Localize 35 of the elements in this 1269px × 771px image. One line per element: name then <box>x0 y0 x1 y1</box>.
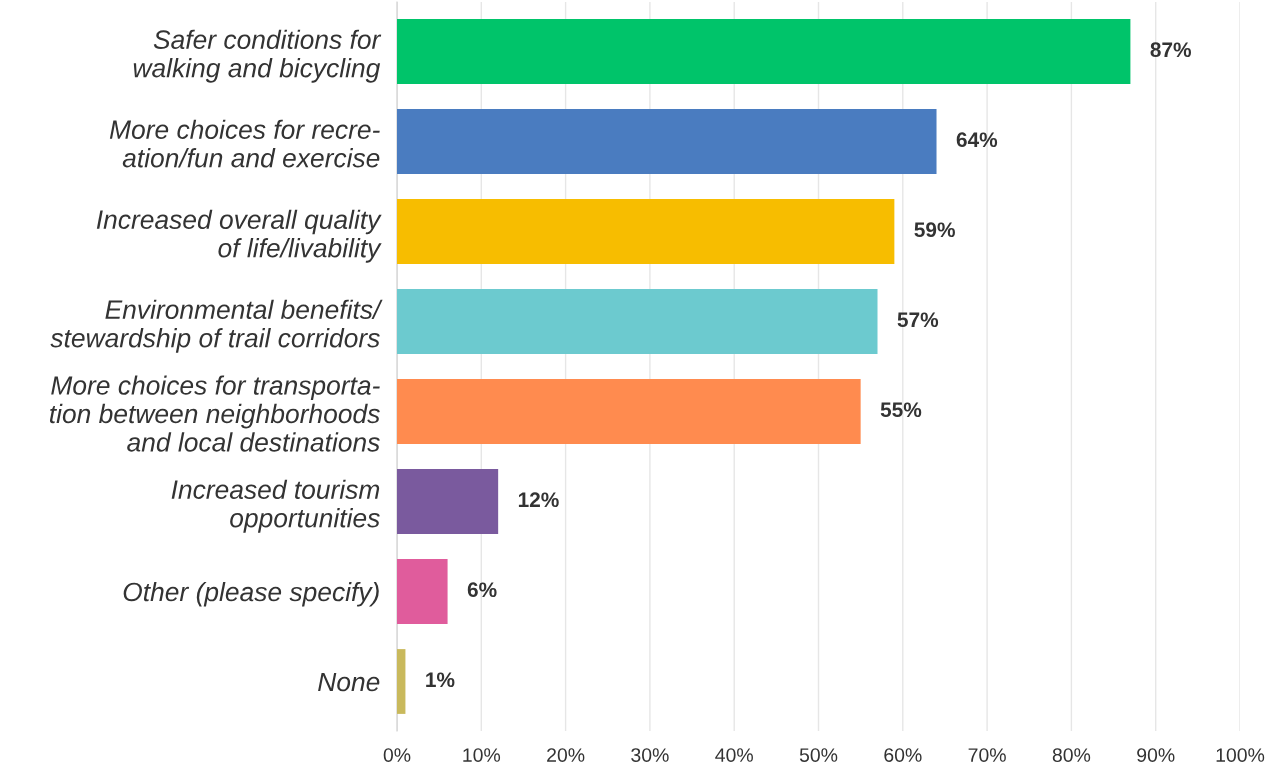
x-tick-label: 20% <box>547 748 585 762</box>
data-label: 6% <box>467 582 497 598</box>
bar <box>397 199 895 264</box>
data-label: 87% <box>1150 42 1191 58</box>
bar <box>397 19 1131 84</box>
data-label: 64% <box>956 132 998 148</box>
x-tick-label: 60% <box>884 748 922 762</box>
x-tick-label: 40% <box>715 748 753 762</box>
y-tick-label: More choices for transporta- tion between neighborhoods and local destinations <box>49 375 380 452</box>
data-label: 12% <box>518 492 559 508</box>
data-label: 1% <box>426 672 455 688</box>
data-label: 59% <box>914 222 955 238</box>
x-tick-label: 80% <box>1052 748 1091 762</box>
data-label: 55% <box>880 402 922 418</box>
x-tick-label: 90% <box>1137 748 1175 762</box>
bar <box>397 649 406 714</box>
y-tick-label: Environmental benefits/ stewardship of trail corridors <box>50 299 383 353</box>
x-tick-label: 0% <box>383 748 411 762</box>
y-tick-label: More choices for recre- ation/fun and exercise <box>109 119 380 168</box>
y-tick-label: Increased overall quality of life/livability <box>96 209 382 263</box>
y-tick-label: None <box>318 672 380 692</box>
y-tick-label: Safer conditions for walking and bicycling <box>133 29 382 83</box>
data-label: 57% <box>897 312 939 328</box>
x-tick-label: 30% <box>631 748 669 762</box>
y-tick-label: Other (please specify) <box>123 581 379 607</box>
bar <box>397 379 861 444</box>
bar <box>397 559 448 624</box>
y-tick-label: Increased tourism opportunities <box>171 479 380 533</box>
bar <box>397 289 878 354</box>
bar <box>397 109 937 174</box>
x-tick-label: 10% <box>463 748 501 762</box>
x-tick-label: 50% <box>799 748 838 762</box>
bar <box>397 469 499 534</box>
x-tick-label: 100% <box>1216 748 1265 762</box>
x-tick-label: 70% <box>968 748 1006 762</box>
